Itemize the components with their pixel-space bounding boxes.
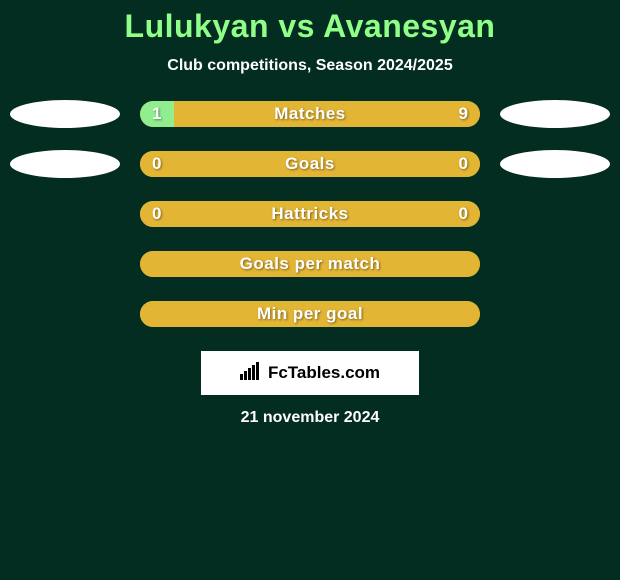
stat-row: 19Matches [0,101,620,127]
stat-bar: 00Hattricks [140,201,480,227]
stat-row: Goals per match [0,251,620,277]
bar-label: Goals [140,151,480,177]
date-line: 21 november 2024 [0,409,620,427]
ellipse-placeholder [10,300,120,328]
player-right-ellipse [500,150,610,178]
chart-bars-icon [240,362,262,385]
ellipse-placeholder [10,250,120,278]
player-left-ellipse [10,100,120,128]
ellipse-placeholder [500,300,610,328]
ellipse-placeholder [500,250,610,278]
bar-label: Goals per match [140,251,480,277]
stat-bar: 00Goals [140,151,480,177]
player-right-ellipse [500,100,610,128]
ellipse-placeholder [500,200,610,228]
player-left-ellipse [10,150,120,178]
brand-inner: FcTables.com [240,362,380,385]
stat-bar: 19Matches [140,101,480,127]
bars-list: 19Matches 00Goals 00Hattricks Goals per mat… [0,101,620,327]
brand-text: FcTables.com [268,363,380,383]
bar-label: Matches [140,101,480,127]
comparison-infographic: Lulukyan vs Avanesyan Club competitions,… [0,0,620,427]
stat-row: 00Hattricks [0,201,620,227]
brand-box: FcTables.com [201,351,419,395]
bar-label: Hattricks [140,201,480,227]
subtitle: Club competitions, Season 2024/2025 [0,57,620,75]
stat-row: Min per goal [0,301,620,327]
stat-bar: Min per goal [140,301,480,327]
page-title: Lulukyan vs Avanesyan [0,8,620,45]
bar-label: Min per goal [140,301,480,327]
stat-row: 00Goals [0,151,620,177]
stat-bar: Goals per match [140,251,480,277]
ellipse-placeholder [10,200,120,228]
